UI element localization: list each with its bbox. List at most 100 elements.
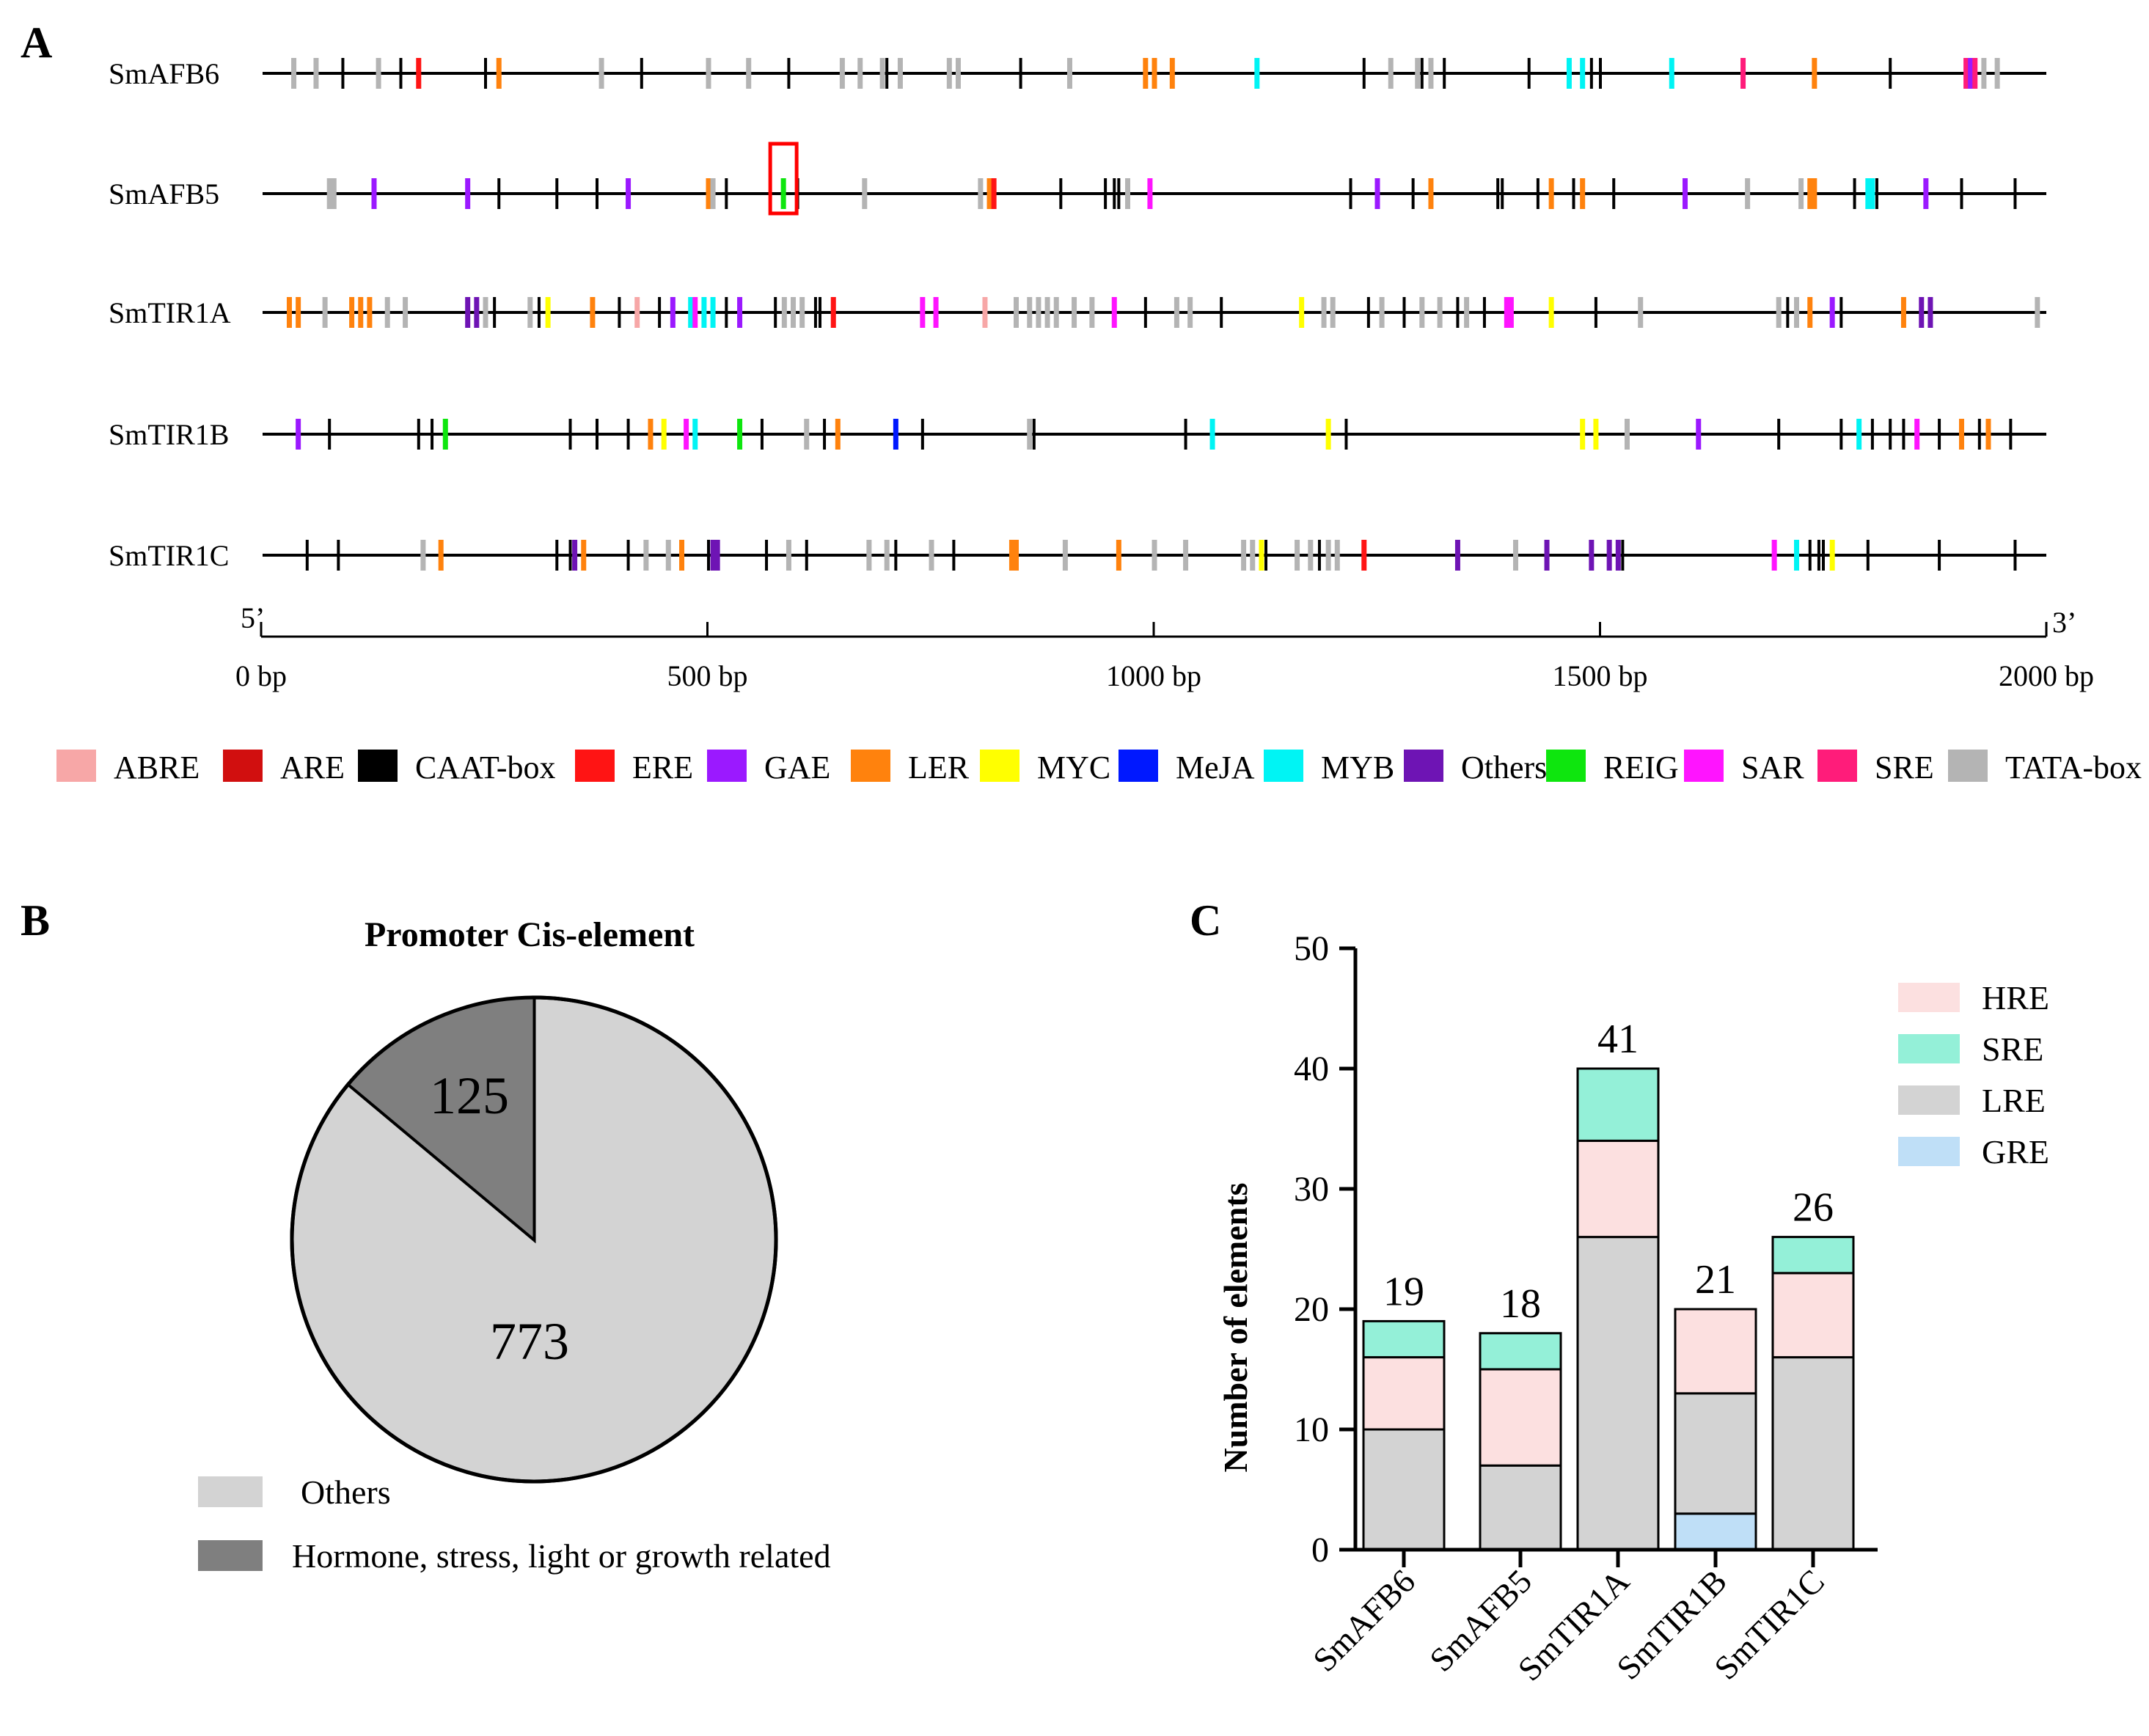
element-mark-caat-box bbox=[626, 419, 630, 450]
element-mark-ler bbox=[1807, 178, 1813, 209]
pie-legend-item-1: Hormone, stress, light or growth related bbox=[198, 1537, 831, 1575]
element-mark-caat-box bbox=[1456, 297, 1460, 328]
bar-total-label: 26 bbox=[1793, 1185, 1834, 1231]
element-mark-tata-box bbox=[1428, 58, 1434, 89]
element-mark-sre bbox=[1972, 58, 1978, 89]
element-mark-caat-box bbox=[1572, 178, 1575, 209]
element-mark-caat-box bbox=[1113, 178, 1116, 209]
bp-tick-label: 2000 bp bbox=[1999, 659, 2094, 692]
element-mark-sar bbox=[1508, 297, 1514, 328]
element-mark-tata-box bbox=[1044, 297, 1050, 328]
element-mark-caat-box bbox=[337, 540, 340, 571]
legend-swatch bbox=[1948, 750, 1988, 782]
element-mark-tata-box bbox=[1072, 297, 1077, 328]
element-mark-tata-box bbox=[527, 297, 533, 328]
element-mark-tata-box bbox=[1036, 297, 1041, 328]
element-mark-tata-box bbox=[1798, 178, 1804, 209]
element-mark-caat-box bbox=[725, 297, 728, 328]
pie-value-hormone: 125 bbox=[430, 1066, 509, 1125]
element-mark-others bbox=[572, 540, 578, 571]
y-axis-label: Number of elements bbox=[1217, 1182, 1254, 1472]
element-mark-tata-box bbox=[1981, 58, 1987, 89]
element-mark-tata-box bbox=[1241, 540, 1247, 571]
bar-legend-swatch bbox=[1898, 1085, 1960, 1115]
element-mark-tata-box bbox=[1125, 178, 1131, 209]
element-mark-caat-box bbox=[1960, 178, 1963, 209]
bar-legend-item-lre: LRE bbox=[1898, 1082, 2046, 1119]
element-mark-ler bbox=[1008, 540, 1014, 571]
element-mark-ler bbox=[349, 297, 355, 328]
element-mark-ere bbox=[991, 178, 997, 209]
element-mark-caat-box bbox=[555, 178, 559, 209]
element-mark-ler bbox=[1116, 540, 1121, 571]
element-mark-myc bbox=[1325, 419, 1331, 450]
element-mark-caat-box bbox=[1853, 178, 1856, 209]
bar-stack-smtir1b: 21 bbox=[1674, 1257, 1757, 1551]
element-mark-others bbox=[1615, 540, 1621, 571]
element-mark-tata-box bbox=[483, 297, 488, 328]
element-mark-caat-box bbox=[1621, 540, 1625, 571]
element-mark-tata-box bbox=[1745, 178, 1751, 209]
element-mark-caat-box bbox=[1777, 419, 1781, 450]
gene-track-smtir1c: SmTIR1C bbox=[109, 539, 2046, 572]
element-mark-tata-box bbox=[955, 58, 961, 89]
element-mark-caat-box bbox=[1938, 540, 1941, 571]
element-mark-tata-box bbox=[1379, 297, 1385, 328]
legend-swatch bbox=[223, 750, 263, 782]
panel-letter-a: A bbox=[21, 18, 52, 67]
element-mark-myc bbox=[1593, 419, 1599, 450]
element-mark-caat-box bbox=[760, 419, 764, 450]
element-mark-ler bbox=[1169, 58, 1175, 89]
legend-label: ARE bbox=[280, 750, 345, 785]
element-mark-gae bbox=[465, 178, 471, 209]
bar-legend-swatch bbox=[1898, 983, 1960, 1012]
element-mark-caat-box bbox=[1866, 540, 1870, 571]
element-mark-myb bbox=[1870, 178, 1875, 209]
element-mark-ler bbox=[1152, 58, 1157, 89]
element-mark-myb bbox=[692, 419, 698, 450]
element-mark-tata-box bbox=[781, 297, 787, 328]
element-mark-caat-box bbox=[1344, 419, 1348, 450]
bar-legend-label: LRE bbox=[1982, 1082, 2046, 1119]
element-mark-tata-box bbox=[331, 178, 337, 209]
element-mark-caat-box bbox=[1501, 178, 1504, 209]
element-mark-gae bbox=[737, 297, 743, 328]
element-mark-caat-box bbox=[2013, 178, 2017, 209]
element-mark-caat-box bbox=[568, 419, 572, 450]
element-mark-caat-box bbox=[894, 540, 898, 571]
legend-swatch bbox=[575, 750, 615, 782]
bar-stack-smtir1c: 26 bbox=[1771, 1185, 1855, 1551]
element-mark-tata-box bbox=[313, 58, 319, 89]
element-mark-tata-box bbox=[2035, 297, 2040, 328]
element-mark-ler bbox=[367, 297, 373, 328]
gene-track-smtir1b: SmTIR1B bbox=[109, 418, 2046, 451]
element-mark-ler bbox=[581, 540, 587, 571]
element-mark-caat-box bbox=[640, 58, 643, 89]
element-mark-caat-box bbox=[1839, 419, 1843, 450]
element-mark-tata-box bbox=[376, 58, 381, 89]
element-mark-caat-box bbox=[1889, 419, 1892, 450]
element-mark-caat-box bbox=[1362, 58, 1366, 89]
gene-label: SmTIR1A bbox=[109, 296, 231, 329]
element-mark-caat-box bbox=[1104, 178, 1108, 209]
element-mark-tata-box bbox=[384, 297, 390, 328]
element-mark-ler bbox=[1807, 297, 1813, 328]
bar-segment-lre bbox=[1771, 1356, 1855, 1551]
element-mark-gae bbox=[1923, 178, 1929, 209]
bp-tick-label: 0 bp bbox=[235, 659, 287, 692]
element-mark-caat-box bbox=[823, 419, 827, 450]
legend-item-are: ARE bbox=[223, 750, 345, 785]
element-mark-caat-box bbox=[787, 58, 791, 89]
element-mark-caat-box bbox=[305, 540, 309, 571]
element-mark-tata-box bbox=[1187, 297, 1193, 328]
element-mark-myc bbox=[545, 297, 551, 328]
element-mark-abre bbox=[982, 297, 988, 328]
element-mark-caat-box bbox=[1366, 297, 1370, 328]
element-mark-caat-box bbox=[1032, 419, 1036, 450]
element-mark-myc bbox=[1580, 419, 1586, 450]
element-mark-caat-box bbox=[1411, 178, 1415, 209]
element-mark-caat-box bbox=[399, 58, 403, 89]
legend-swatch bbox=[851, 750, 890, 782]
element-mark-myc bbox=[1299, 297, 1305, 328]
